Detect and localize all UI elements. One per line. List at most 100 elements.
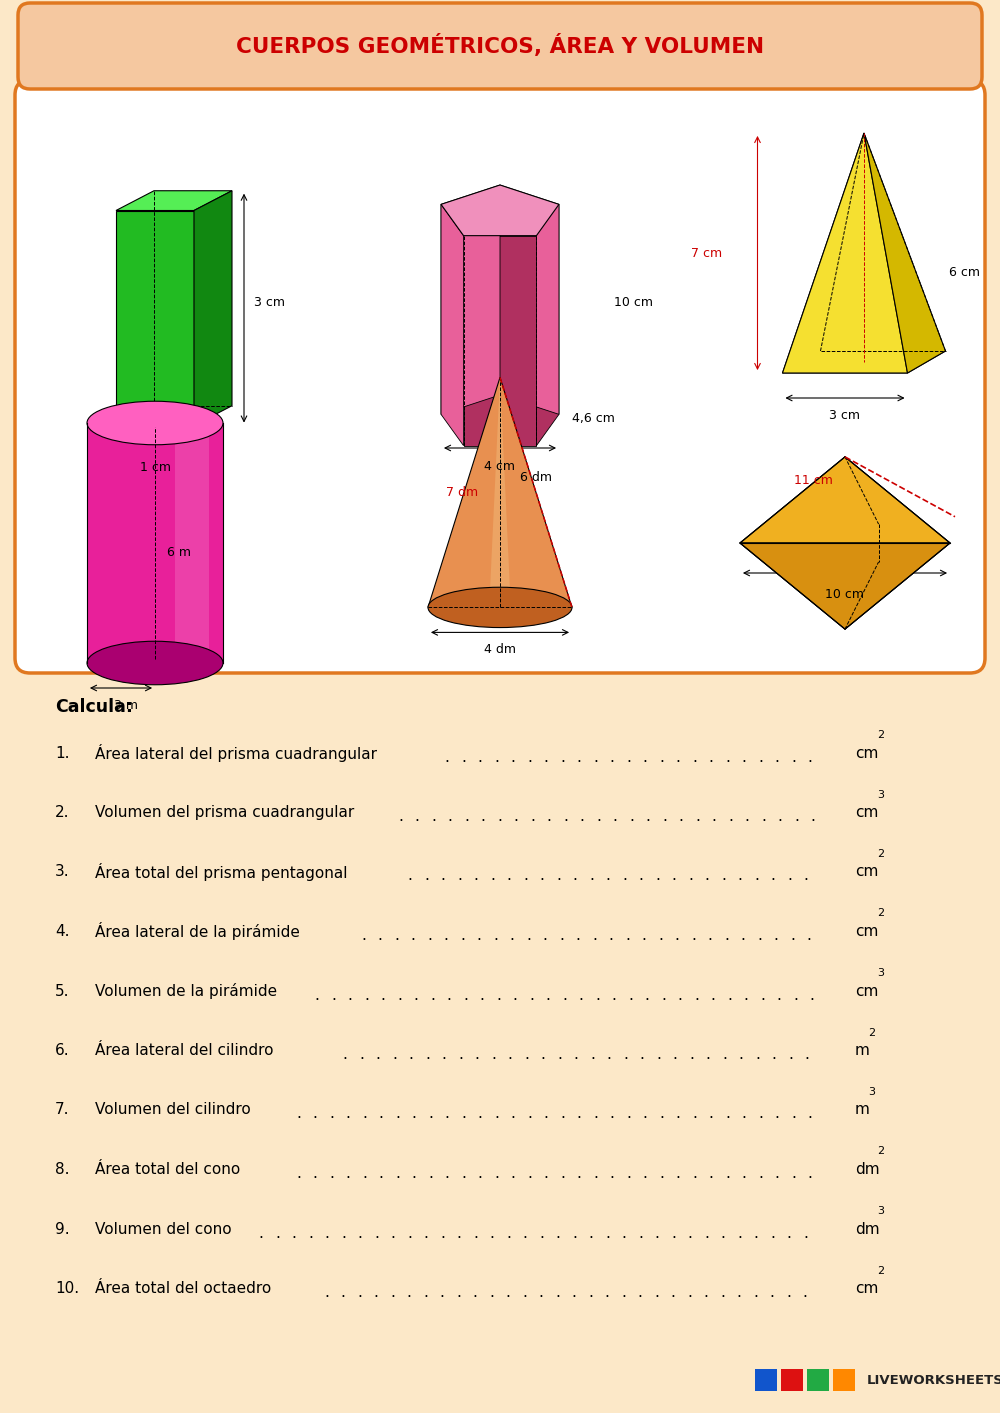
Polygon shape <box>464 236 536 445</box>
Text: .: . <box>474 869 478 883</box>
Polygon shape <box>782 350 946 373</box>
Text: .: . <box>442 1047 446 1063</box>
Text: .: . <box>544 1166 548 1181</box>
Text: .: . <box>659 1166 664 1181</box>
Text: .: . <box>678 988 682 1002</box>
Text: .: . <box>592 928 597 942</box>
Text: .: . <box>381 988 385 1002</box>
Text: .: . <box>807 928 811 942</box>
Text: .: . <box>787 869 792 883</box>
Polygon shape <box>782 133 907 373</box>
Text: .: . <box>324 1284 329 1300</box>
Text: .: . <box>676 1106 680 1122</box>
Text: .: . <box>425 1047 430 1063</box>
Text: .: . <box>786 1284 791 1300</box>
Text: .: . <box>527 1106 532 1122</box>
Text: .: . <box>559 928 564 942</box>
Bar <box>175 422 209 663</box>
Text: 5.: 5. <box>55 983 70 999</box>
Text: .: . <box>461 749 466 764</box>
Text: .: . <box>656 1047 661 1063</box>
Text: .: . <box>793 988 798 1002</box>
Text: .: . <box>761 810 766 824</box>
Text: .: . <box>529 988 534 1002</box>
Text: .: . <box>522 1284 527 1300</box>
Polygon shape <box>194 191 232 425</box>
Text: .: . <box>811 810 816 824</box>
Text: .: . <box>625 928 630 942</box>
Text: .: . <box>580 810 585 824</box>
Text: .: . <box>457 869 462 883</box>
Text: .: . <box>590 1047 595 1063</box>
Text: 4 cm: 4 cm <box>484 459 516 472</box>
Text: Volumen de la pirámide: Volumen de la pirámide <box>95 983 277 999</box>
Text: 2: 2 <box>877 909 884 918</box>
Text: .: . <box>708 928 712 942</box>
Text: .: . <box>758 1166 763 1181</box>
Text: .: . <box>692 1106 697 1122</box>
Text: .: . <box>358 1225 363 1241</box>
Ellipse shape <box>87 401 223 445</box>
Text: 11 cm: 11 cm <box>794 473 833 486</box>
Text: .: . <box>754 869 759 883</box>
Text: .: . <box>376 1047 380 1063</box>
Text: .: . <box>348 988 352 1002</box>
Text: .: . <box>606 869 610 883</box>
Text: Calcula:: Calcula: <box>55 698 133 716</box>
Text: .: . <box>576 1106 581 1122</box>
Text: .: . <box>695 810 700 824</box>
Text: .: . <box>676 749 681 764</box>
Polygon shape <box>116 191 232 211</box>
Text: .: . <box>640 1047 644 1063</box>
Text: .: . <box>431 810 436 824</box>
Text: .: . <box>757 928 762 942</box>
Text: .: . <box>540 1047 545 1063</box>
Text: .: . <box>609 928 613 942</box>
Text: 1.: 1. <box>55 746 70 760</box>
Text: .: . <box>721 1225 726 1241</box>
Text: .: . <box>704 1225 709 1241</box>
Text: .: . <box>672 1047 677 1063</box>
Text: .: . <box>463 988 468 1002</box>
Text: .: . <box>407 1225 412 1241</box>
Polygon shape <box>489 377 511 608</box>
Text: Área lateral del prisma cuadrangular: Área lateral del prisma cuadrangular <box>95 745 377 762</box>
Text: Volumen del cono: Volumen del cono <box>95 1221 232 1236</box>
Polygon shape <box>428 377 572 608</box>
Text: .: . <box>679 810 684 824</box>
Text: .: . <box>725 1106 730 1122</box>
Text: Área lateral de la pirámide: Área lateral de la pirámide <box>95 923 300 941</box>
Text: .: . <box>655 869 660 883</box>
Text: .: . <box>560 1106 565 1122</box>
Text: .: . <box>505 1284 510 1300</box>
Text: cm: cm <box>855 983 878 999</box>
Text: .: . <box>703 1284 708 1300</box>
Text: .: . <box>329 1166 334 1181</box>
Bar <box>781 1369 803 1390</box>
Text: .: . <box>722 1047 727 1063</box>
Text: .: . <box>394 928 399 942</box>
Text: .: . <box>491 1047 496 1063</box>
Text: .: . <box>672 869 676 883</box>
Text: .: . <box>494 1106 499 1122</box>
Polygon shape <box>782 133 864 373</box>
Text: .: . <box>645 988 649 1002</box>
Polygon shape <box>116 211 194 425</box>
Text: .: . <box>493 928 498 942</box>
Text: .: . <box>794 810 799 824</box>
Text: .: . <box>745 810 750 824</box>
Text: .: . <box>807 1166 812 1181</box>
Text: .: . <box>688 869 693 883</box>
Text: .: . <box>547 810 552 824</box>
Bar <box>87 422 223 663</box>
Text: 8.: 8. <box>55 1161 70 1177</box>
Text: .: . <box>589 869 594 883</box>
Text: .: . <box>804 869 808 883</box>
Text: .: . <box>589 1225 594 1241</box>
Text: .: . <box>477 928 481 942</box>
Text: .: . <box>412 1106 416 1122</box>
Text: .: . <box>331 988 336 1002</box>
Text: .: . <box>424 869 429 883</box>
Text: .: . <box>593 1166 598 1181</box>
Text: .: . <box>758 1106 763 1122</box>
